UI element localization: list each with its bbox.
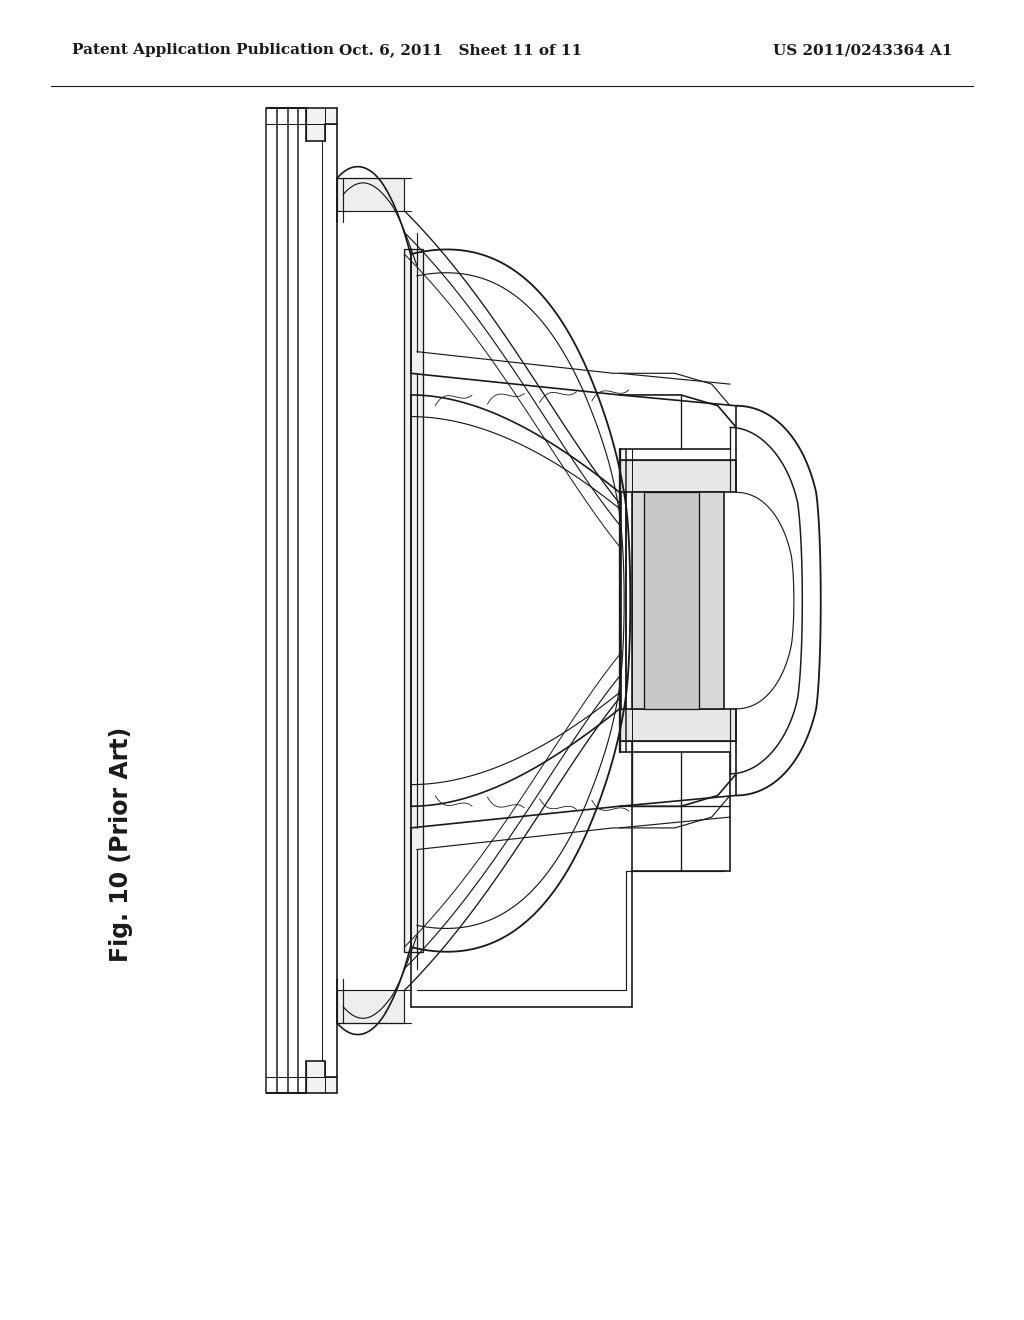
Polygon shape	[620, 459, 736, 492]
Polygon shape	[266, 108, 337, 141]
Polygon shape	[644, 492, 699, 709]
Polygon shape	[632, 492, 724, 709]
Text: Oct. 6, 2011   Sheet 11 of 11: Oct. 6, 2011 Sheet 11 of 11	[339, 44, 583, 57]
Text: US 2011/0243364 A1: US 2011/0243364 A1	[773, 44, 952, 57]
Polygon shape	[404, 248, 423, 953]
Polygon shape	[266, 1060, 337, 1093]
Text: Patent Application Publication: Patent Application Publication	[72, 44, 334, 57]
Polygon shape	[337, 990, 404, 1023]
Polygon shape	[337, 178, 404, 211]
Text: Fig. 10 (Prior Art): Fig. 10 (Prior Art)	[109, 727, 133, 962]
Polygon shape	[620, 709, 736, 742]
